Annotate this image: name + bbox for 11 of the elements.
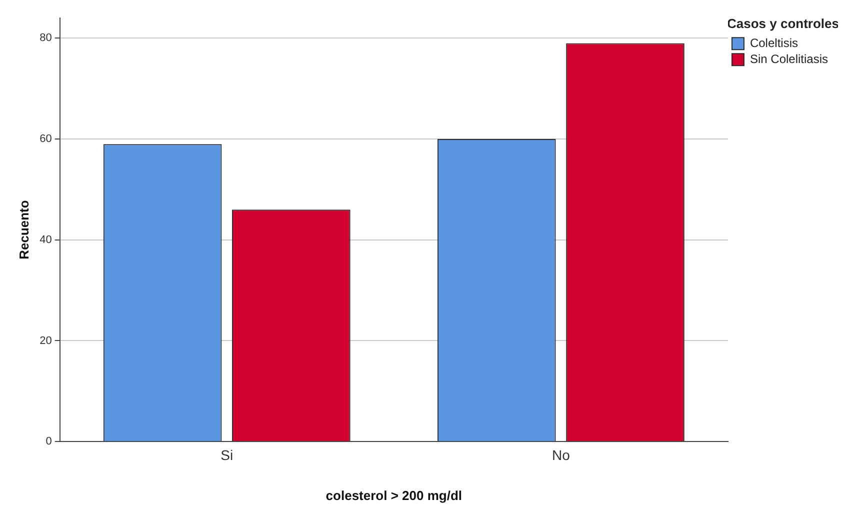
x-axis-title: colesterol > 200 mg/dl xyxy=(326,488,462,503)
legend-label: Coleltisis xyxy=(750,36,798,50)
y-tick-label: 60 xyxy=(40,133,52,146)
y-axis-title: Recuento xyxy=(16,200,32,260)
y-tick-label: 40 xyxy=(40,234,52,246)
x-tick-label: Si xyxy=(220,446,234,463)
x-tick-label: No xyxy=(552,446,570,463)
y-tick-label: 80 xyxy=(40,32,52,44)
legend-label: Sin Colelitiasis xyxy=(750,52,828,66)
y-tick-label: 0 xyxy=(46,436,52,448)
y-tick-label: 20 xyxy=(40,334,52,347)
